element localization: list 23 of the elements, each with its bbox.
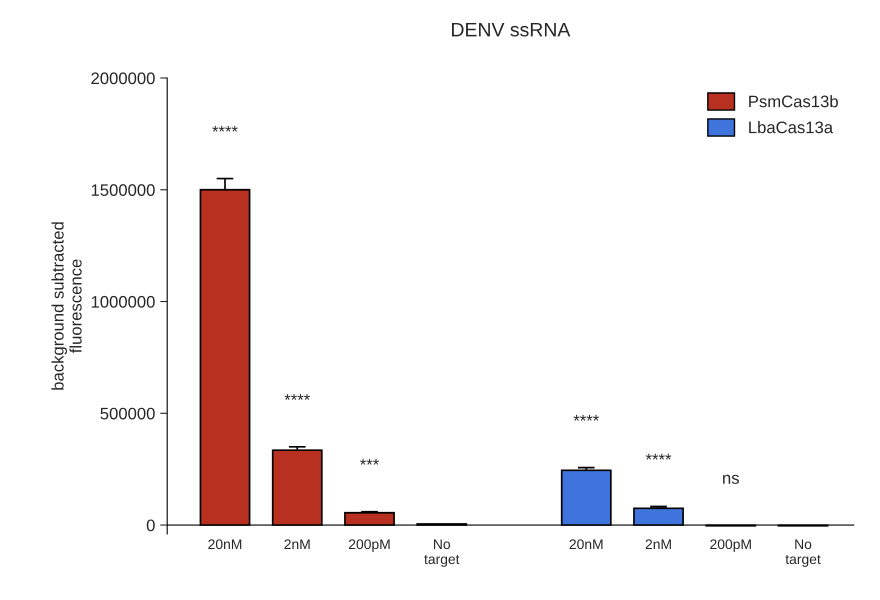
x-tick-label: 2nM bbox=[284, 539, 310, 550]
y-tick-label: 500000 bbox=[100, 408, 155, 420]
y-tick-label: 0 bbox=[146, 519, 155, 532]
legend-label: PsmCas13b bbox=[749, 95, 838, 108]
annotation: ns bbox=[723, 474, 739, 484]
annotation: *** bbox=[360, 458, 379, 465]
y-tick-label: 1000000 bbox=[92, 296, 155, 308]
y-axis-title: background subtracted fluorescence bbox=[51, 222, 82, 390]
chart-title: DENV ssRNA bbox=[452, 22, 570, 37]
x-tick-label: No target bbox=[424, 539, 460, 567]
x-tick-label: 200pM bbox=[348, 539, 390, 552]
x-tick-label: 200pM bbox=[710, 539, 751, 552]
annotation: **** bbox=[212, 126, 238, 132]
x-tick-label: 20nM bbox=[570, 539, 602, 550]
annotation: **** bbox=[284, 394, 310, 400]
x-tick-label: 2nM bbox=[646, 539, 671, 550]
legend-label: LbaCas13a bbox=[749, 121, 834, 134]
x-tick-label: No target bbox=[785, 539, 821, 567]
x-tick-label: 20nM bbox=[208, 539, 242, 550]
y-tick-label: 1500000 bbox=[92, 184, 155, 196]
y-tick-label: 2000000 bbox=[91, 72, 155, 84]
annotation: **** bbox=[574, 414, 599, 421]
annotation: **** bbox=[646, 454, 672, 460]
